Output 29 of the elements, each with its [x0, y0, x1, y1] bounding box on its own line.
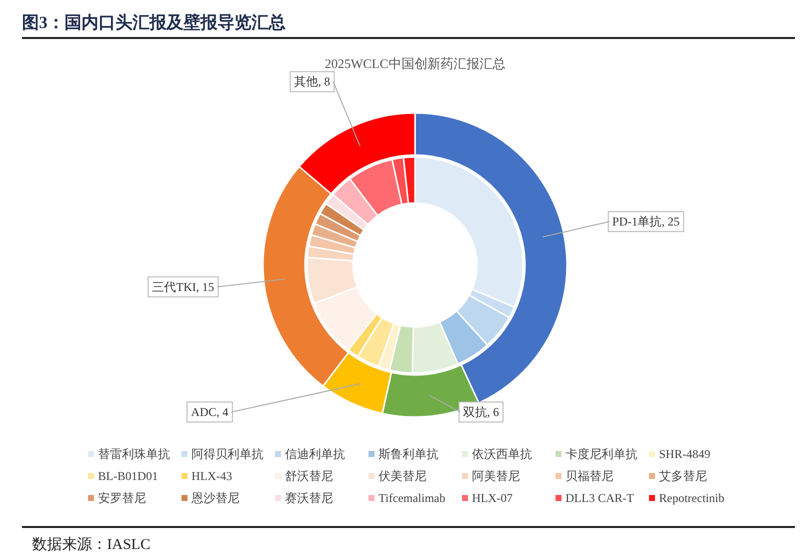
- legend-label: 贝福替尼: [566, 469, 614, 483]
- legend-label: Repotrectinib: [659, 491, 724, 505]
- data-label: PD-1单抗, 25: [612, 214, 680, 229]
- legend-label: 斯鲁利单抗: [378, 447, 438, 461]
- data-label: 三代TKI, 15: [152, 280, 214, 294]
- legend-label: HLX-43: [192, 469, 232, 483]
- legend-label: 卡度尼利单抗: [566, 447, 638, 461]
- data-label: 其他, 8: [294, 74, 330, 89]
- legend-label: BL-B01D01: [98, 469, 158, 483]
- legend-label: 阿得贝利单抗: [192, 447, 264, 461]
- legend-label: 艾多替尼: [659, 469, 707, 483]
- chart-title: 图3：国内口头汇报及壁报导览汇总: [22, 13, 286, 32]
- legend-label: 舒沃替尼: [285, 469, 333, 483]
- legend-label: 阿美替尼: [472, 469, 520, 483]
- legend-label: 恩沙替尼: [190, 491, 240, 505]
- data-label: 双抗, 6: [463, 405, 500, 419]
- legend-label: 替雷利珠单抗: [98, 447, 170, 461]
- legend-label: 依沃西单抗: [472, 447, 532, 461]
- legend-label: SHR-4849: [659, 447, 710, 461]
- legend-label: DLL3 CAR-T: [566, 491, 634, 505]
- legend-label: 赛沃替尼: [285, 491, 333, 505]
- data-label: ADC, 4: [191, 405, 228, 419]
- source-note: 数据来源：IASLC: [32, 536, 150, 553]
- legend-label: 信迪利单抗: [285, 447, 345, 461]
- legend-label: 安罗替尼: [98, 491, 146, 505]
- legend-label: HLX-07: [472, 491, 513, 505]
- legend-label: 伏美替尼: [378, 469, 426, 483]
- chart-subtitle: 2025WCLC中国创新药汇报汇总: [324, 56, 506, 71]
- legend-label: Tifcemalimab: [378, 491, 446, 505]
